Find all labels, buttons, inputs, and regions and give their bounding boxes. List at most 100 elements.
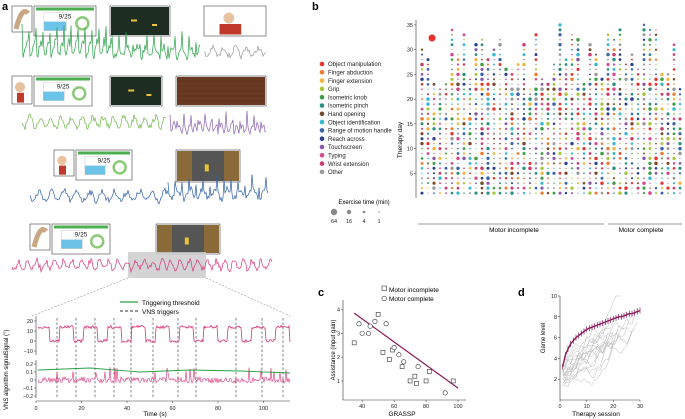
exercise-dot <box>630 162 634 165</box>
exercise-dot <box>420 117 424 121</box>
exercise-dot <box>523 108 525 110</box>
exercise-dot <box>528 182 532 185</box>
exercise-dot <box>486 161 490 165</box>
exercise-dot <box>624 132 628 136</box>
exercise-dot <box>426 58 430 62</box>
exercise-dot <box>673 172 675 174</box>
trace-row3-b <box>167 174 269 202</box>
exercise-dot <box>673 112 675 115</box>
exercise-dot <box>450 38 454 42</box>
exercise-dot <box>571 147 573 150</box>
exercise-dot <box>426 127 430 131</box>
counter-text: 9/25 <box>59 14 72 21</box>
exercise-dot <box>637 88 639 90</box>
exercise-dot <box>450 92 454 96</box>
exercise-dot <box>510 112 514 116</box>
exercise-dot <box>421 59 423 61</box>
exercise-dot <box>565 142 567 145</box>
exercise-dot <box>534 167 538 170</box>
exercise-dot <box>499 157 501 160</box>
exercise-dot <box>474 62 478 67</box>
exercise-dot <box>469 192 471 195</box>
exercise-dot <box>421 98 423 101</box>
exercise-dot <box>630 97 634 101</box>
exercise-dot <box>462 78 466 81</box>
exercise-dot <box>541 132 543 135</box>
exercise-dot <box>672 78 676 81</box>
exercise-dot <box>528 186 532 190</box>
exercise-dot <box>547 93 549 96</box>
exercise-dot <box>540 191 544 195</box>
exercise-dot <box>432 177 436 180</box>
exercise-dot <box>576 171 580 175</box>
time-tick-label: 60 <box>169 406 175 412</box>
exercise-dot <box>643 88 645 91</box>
exercise-dot <box>499 83 501 85</box>
exercise-dot <box>642 53 646 56</box>
exercise-dot <box>481 48 483 51</box>
exercise-dot <box>660 191 664 195</box>
d-participant-trace <box>562 326 633 369</box>
exercise-dot <box>630 68 634 71</box>
exercise-dot <box>642 73 646 76</box>
exercise-dot <box>451 152 453 155</box>
person-body <box>219 24 242 35</box>
exercise-dot <box>457 78 459 81</box>
exercise-dot <box>475 123 477 125</box>
exercise-dot <box>649 78 651 80</box>
exercise-dot <box>661 113 663 115</box>
exercise-dot <box>589 123 591 125</box>
exercise-dot <box>678 172 682 175</box>
exercise-dot <box>582 117 586 120</box>
exercise-dot <box>672 122 676 126</box>
exercise-dot <box>427 172 429 175</box>
exercise-dot <box>594 58 598 62</box>
exercise-dot <box>432 146 436 151</box>
exercise-dot <box>535 192 537 194</box>
exercise-dot <box>625 88 627 90</box>
exercise-dot <box>594 77 598 81</box>
exercise-dot <box>594 102 598 106</box>
exercise-dot <box>576 107 580 111</box>
exercise-dot <box>613 192 615 194</box>
exercise-dot <box>559 39 561 41</box>
exercise-dot <box>642 23 646 27</box>
exercise-dot <box>510 97 514 101</box>
exercise-dot <box>505 108 507 110</box>
exercise-dot <box>571 192 573 195</box>
exercise-dot <box>619 122 621 125</box>
exercise-dot <box>438 127 442 131</box>
exercise-dot <box>649 68 651 70</box>
exercise-dot <box>427 157 429 160</box>
exercise-dot <box>481 162 483 164</box>
exercise-dot <box>588 127 592 131</box>
exercise-dot <box>463 103 465 105</box>
exercise-dot <box>498 63 502 66</box>
exercise-dot <box>661 98 663 100</box>
exercise-dot <box>564 87 568 91</box>
exercise-dot <box>643 137 645 140</box>
exercise-dot <box>492 107 496 111</box>
exercise-dot <box>588 152 592 155</box>
exercise-dot <box>613 123 615 125</box>
exercise-dot <box>630 117 634 121</box>
exercise-dot <box>552 127 556 130</box>
exercise-dot <box>565 68 567 71</box>
exercise-dot <box>612 93 616 96</box>
exercise-dot <box>426 97 430 101</box>
thumb-gesture-2 <box>11 75 33 105</box>
exercise-dot <box>469 108 471 110</box>
exercise-dot <box>433 103 435 105</box>
exercise-dot <box>594 147 598 150</box>
exercise-dot <box>600 127 604 131</box>
exercise-dot <box>642 122 646 126</box>
exercise-dot <box>625 127 627 130</box>
exercise-dot <box>594 107 598 111</box>
exercise-dot <box>606 43 610 47</box>
exercise-dot <box>492 63 496 66</box>
exercise-dot <box>534 33 538 37</box>
time-tick-label: 20 <box>78 406 84 412</box>
exercise-dot <box>649 93 651 95</box>
exercise-dot <box>480 166 484 171</box>
exercise-dot <box>522 97 526 101</box>
